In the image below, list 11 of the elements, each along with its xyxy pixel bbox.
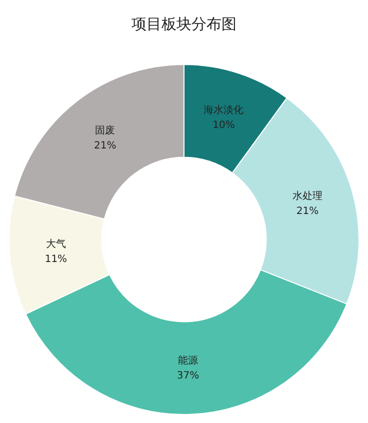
slice-label: 海水淡化 [204, 104, 244, 116]
data-label: 11% [44, 254, 68, 266]
slice-label: 水处理 [292, 190, 323, 202]
slice-label: 固废 [95, 124, 116, 136]
chart-title: 项目板块分布图 [132, 14, 236, 33]
data-label: 21% [94, 140, 116, 152]
data-label: 37% [176, 370, 200, 382]
data-label: 10% [212, 120, 235, 131]
slice-label: 大气 [46, 238, 66, 250]
slice-label: 能源 [178, 354, 198, 367]
data-label: 21% [296, 206, 319, 218]
